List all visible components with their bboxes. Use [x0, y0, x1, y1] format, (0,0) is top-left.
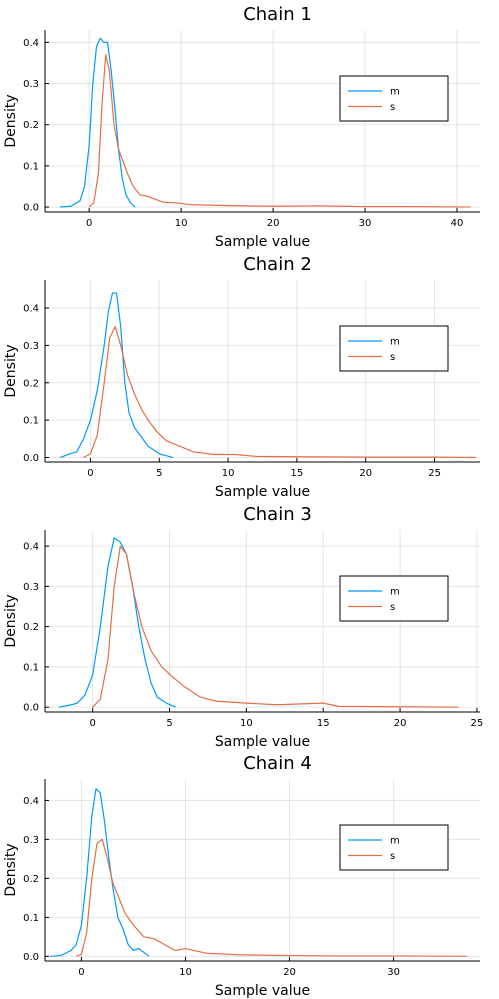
x-tick-label: 15: [317, 718, 330, 729]
x-tick-label: 10: [179, 967, 192, 978]
x-axis-label: Sample value: [215, 484, 310, 500]
y-tick-label: 0.3: [23, 835, 39, 846]
chart-title: Chain 1: [243, 4, 312, 25]
series-line-m: [59, 292, 174, 458]
x-tick-label: 20: [283, 967, 296, 978]
series-line-s: [76, 839, 467, 958]
series-line-m: [58, 536, 176, 708]
y-tick-label: 0.1: [23, 161, 39, 172]
legend: ms: [339, 824, 449, 871]
legend-label-s: s: [390, 352, 395, 363]
y-tick-label: 0.2: [23, 874, 39, 885]
y-tick-label: 0.0: [23, 203, 39, 214]
legend-label-m: m: [390, 586, 400, 597]
x-tick-label: 10: [240, 718, 253, 729]
x-tick-label: 20: [359, 468, 372, 479]
x-tick-label: 30: [387, 967, 400, 978]
y-tick-label: 0.0: [23, 702, 39, 713]
series-line-m: [59, 37, 136, 208]
y-tick-label: 0.2: [23, 378, 39, 389]
chart-title: Chain 3: [243, 504, 312, 525]
chart-title: Chain 2: [243, 254, 312, 275]
legend-box: [339, 824, 449, 871]
y-tick-label: 0.3: [23, 581, 39, 592]
y-axis-label: Density: [3, 594, 19, 647]
legend-label-s: s: [390, 851, 395, 862]
x-tick-label: 0: [89, 718, 95, 729]
x-axis-label: Sample value: [215, 734, 310, 750]
y-axis-label: Density: [3, 344, 19, 397]
x-tick-label: 10: [175, 218, 188, 229]
legend-label-m: m: [390, 836, 400, 847]
x-tick-label: 10: [222, 468, 235, 479]
y-tick-label: 0.0: [23, 453, 39, 464]
legend-label-s: s: [390, 602, 395, 613]
x-tick-label: 20: [267, 218, 280, 229]
y-tick-label: 0.0: [23, 952, 39, 963]
x-tick-label: 25: [471, 718, 484, 729]
x-tick-label: 5: [166, 718, 172, 729]
x-tick-label: 30: [359, 218, 372, 229]
legend-label-m: m: [390, 336, 400, 347]
y-axis-label: Density: [3, 94, 19, 147]
legend-label-s: s: [390, 102, 395, 113]
x-tick-label: 0: [78, 967, 84, 978]
legend-box: [339, 75, 449, 122]
x-tick-label: 15: [291, 468, 304, 479]
y-tick-label: 0.2: [23, 622, 39, 633]
x-tick-label: 0: [86, 218, 92, 229]
y-tick-label: 0.1: [23, 662, 39, 673]
legend-box: [339, 325, 449, 372]
x-tick-label: 20: [394, 718, 407, 729]
legend: ms: [339, 325, 449, 372]
x-tick-label: 25: [428, 468, 441, 479]
series-line-m: [50, 788, 150, 958]
y-tick-label: 0.3: [23, 79, 39, 90]
y-tick-label: 0.4: [23, 541, 39, 552]
x-tick-label: 0: [87, 468, 93, 479]
x-axis-label: Sample value: [215, 234, 310, 250]
chart-2: Chain 2 0 5 10 15 20 25 0.0 0.1 0.2 0.3 0.4 Sample v…: [3, 254, 480, 500]
legend: ms: [339, 75, 449, 122]
legend-label-m: m: [390, 87, 400, 98]
legend-box: [339, 575, 449, 621]
legend: ms: [339, 575, 449, 621]
y-tick-label: 0.4: [23, 303, 39, 314]
y-tick-label: 0.4: [23, 38, 39, 49]
y-tick-label: 0.1: [23, 913, 39, 924]
y-tick-label: 0.1: [23, 415, 39, 426]
series-line-s: [92, 545, 459, 708]
y-tick-label: 0.4: [23, 796, 39, 807]
chart-4: Chain 4 0 10 20 30 0.0 0.1 0.2 0.3 0.4 Sample valu…: [3, 753, 480, 999]
series-line-s: [88, 54, 471, 208]
y-tick-label: 0.3: [23, 341, 39, 352]
x-axis-label: Sample value: [215, 983, 310, 999]
y-axis-label: Density: [3, 844, 19, 897]
y-tick-label: 0.2: [23, 120, 39, 131]
series-line-s: [83, 325, 476, 458]
chart-title: Chain 4: [243, 753, 312, 774]
chart-3: Chain 3 0 5 10 15 20 25 0.0 0.1 0.2 0.3 0.4 Sample v…: [3, 504, 484, 750]
chart-1: Chain 1 0 10 20 30 40 0.0 0.1 0.2 0.3 0.4 Sample va…: [3, 4, 480, 250]
x-tick-label: 5: [156, 468, 162, 479]
x-tick-label: 40: [451, 218, 464, 229]
